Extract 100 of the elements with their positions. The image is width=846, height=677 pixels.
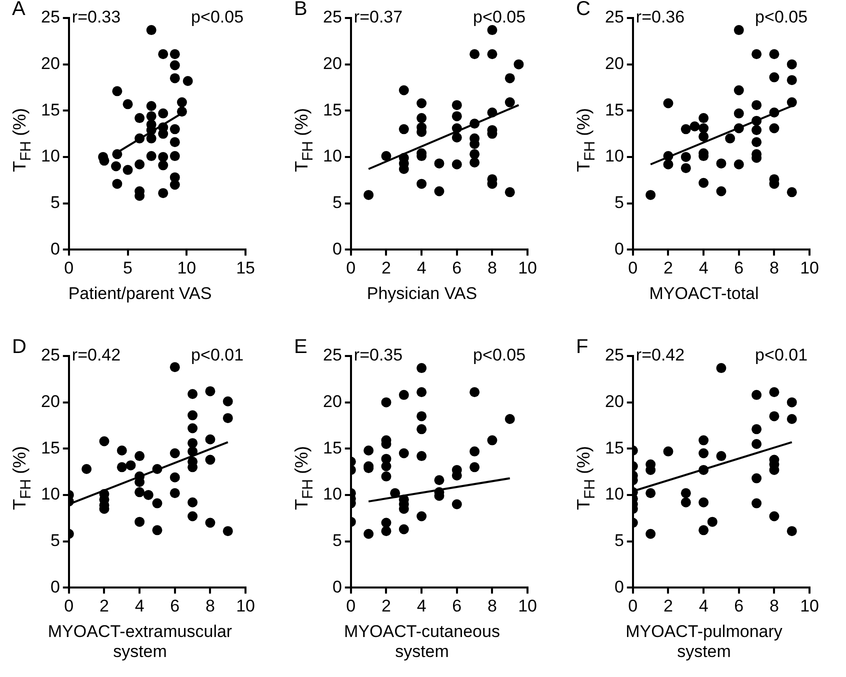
y-tick-label: 25 <box>322 8 342 27</box>
point <box>188 423 198 434</box>
point <box>416 178 427 189</box>
point <box>205 518 216 528</box>
y-tick-label: 10 <box>322 484 342 504</box>
x-tick-label: 2 <box>664 596 673 616</box>
point <box>146 25 156 36</box>
point <box>188 438 198 448</box>
point <box>182 76 193 86</box>
x-tick-label: 0 <box>346 596 356 616</box>
y-tick-label: 0 <box>332 239 342 258</box>
y-tick-label: 15 <box>604 100 624 120</box>
point <box>680 152 691 162</box>
y-tick-label: 0 <box>614 239 624 258</box>
point <box>146 151 156 162</box>
point <box>398 448 409 458</box>
y-tick-label: 5 <box>332 530 342 550</box>
point <box>134 487 145 498</box>
x-tick-label: 0 <box>346 258 356 278</box>
point <box>99 156 110 166</box>
point <box>152 498 162 508</box>
point <box>170 180 180 190</box>
chart-title: B <box>294 0 308 21</box>
point <box>112 86 122 96</box>
x-tick-label: 8 <box>769 596 779 616</box>
point <box>188 497 198 508</box>
y-tick-label: 10 <box>604 146 624 166</box>
point <box>769 387 780 398</box>
point <box>416 451 427 462</box>
x-axis-title: MYOACT-cutaneous system <box>343 622 501 662</box>
point <box>698 132 709 142</box>
x-tick-label: 4 <box>134 596 144 616</box>
point <box>716 363 726 374</box>
y-tick-label: 20 <box>40 392 60 412</box>
x-tick-label: 0 <box>64 258 74 278</box>
point <box>734 85 744 96</box>
annotation: r=0.33 <box>72 8 121 27</box>
point <box>146 111 156 122</box>
x-tick-label: 8 <box>487 258 497 278</box>
point <box>716 451 726 462</box>
point <box>786 526 797 536</box>
annotation: r=0.37 <box>354 8 403 27</box>
point <box>769 411 780 422</box>
annotation: r=0.36 <box>636 8 685 27</box>
point <box>690 121 700 132</box>
point <box>769 49 780 60</box>
y-tick-label: 15 <box>40 100 60 120</box>
x-tick-label: 4 <box>698 258 708 278</box>
point <box>416 363 427 374</box>
x-tick-label: 6 <box>170 596 180 616</box>
x-tick-label: 4 <box>416 258 426 278</box>
point <box>752 49 762 60</box>
point <box>152 525 162 536</box>
x-tick-label: 10 <box>800 258 820 278</box>
y-tick-label: 0 <box>50 239 60 258</box>
y-tick-label: 5 <box>50 192 60 212</box>
chart-title: E <box>294 336 308 359</box>
x-tick-label: 4 <box>698 596 708 616</box>
point <box>222 413 233 424</box>
point <box>663 446 674 456</box>
y-tick-label: 15 <box>322 438 342 458</box>
x-tick-label: 0 <box>64 596 74 616</box>
annotation: p<0.01 <box>755 346 808 365</box>
point <box>452 132 462 143</box>
y-tick-label: 5 <box>332 192 342 212</box>
point <box>680 163 691 174</box>
point <box>381 518 392 528</box>
point <box>416 387 427 398</box>
point <box>416 98 427 108</box>
x-tick-label: 6 <box>734 258 744 278</box>
point <box>146 101 156 112</box>
annotation: p<0.01 <box>191 346 244 365</box>
point <box>170 488 180 498</box>
annotation: p<0.05 <box>473 8 526 27</box>
point <box>663 98 674 108</box>
point <box>698 113 709 124</box>
point <box>122 164 133 175</box>
annotation: r=0.42 <box>636 346 685 365</box>
y-tick-label: 15 <box>604 438 624 458</box>
point <box>364 445 374 456</box>
point <box>170 60 180 70</box>
annotation: p<0.05 <box>191 8 244 27</box>
x-tick-label: 10 <box>518 258 538 278</box>
x-tick-label: 5 <box>123 258 133 278</box>
point <box>176 97 187 108</box>
x-tick-label: 0 <box>628 596 638 616</box>
point <box>158 108 168 118</box>
point <box>398 390 409 400</box>
x-tick-label: 2 <box>382 258 391 278</box>
y-tick-label: 25 <box>40 346 60 365</box>
point <box>752 137 762 148</box>
point <box>470 149 480 160</box>
point <box>158 49 168 60</box>
point <box>786 97 797 108</box>
point <box>381 461 392 472</box>
point <box>470 446 480 456</box>
x-tick-label: 10 <box>236 596 256 616</box>
point <box>158 160 168 170</box>
point <box>514 59 524 70</box>
x-tick-label: 6 <box>452 596 462 616</box>
